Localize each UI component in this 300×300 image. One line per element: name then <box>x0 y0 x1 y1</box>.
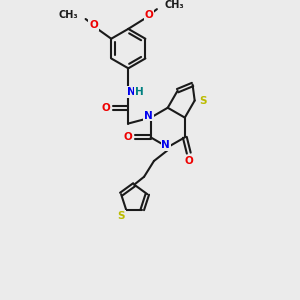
Text: N: N <box>144 111 153 121</box>
Text: CH₃: CH₃ <box>165 0 184 10</box>
Text: O: O <box>124 132 132 142</box>
Text: O: O <box>101 103 110 113</box>
Text: N: N <box>161 140 170 150</box>
Text: S: S <box>199 95 206 106</box>
Text: O: O <box>145 10 153 20</box>
Text: S: S <box>117 211 125 220</box>
Text: CH₃: CH₃ <box>58 10 78 20</box>
Text: O: O <box>89 20 98 30</box>
Text: N: N <box>127 87 136 97</box>
Text: O: O <box>184 156 193 166</box>
Text: H: H <box>135 87 143 97</box>
